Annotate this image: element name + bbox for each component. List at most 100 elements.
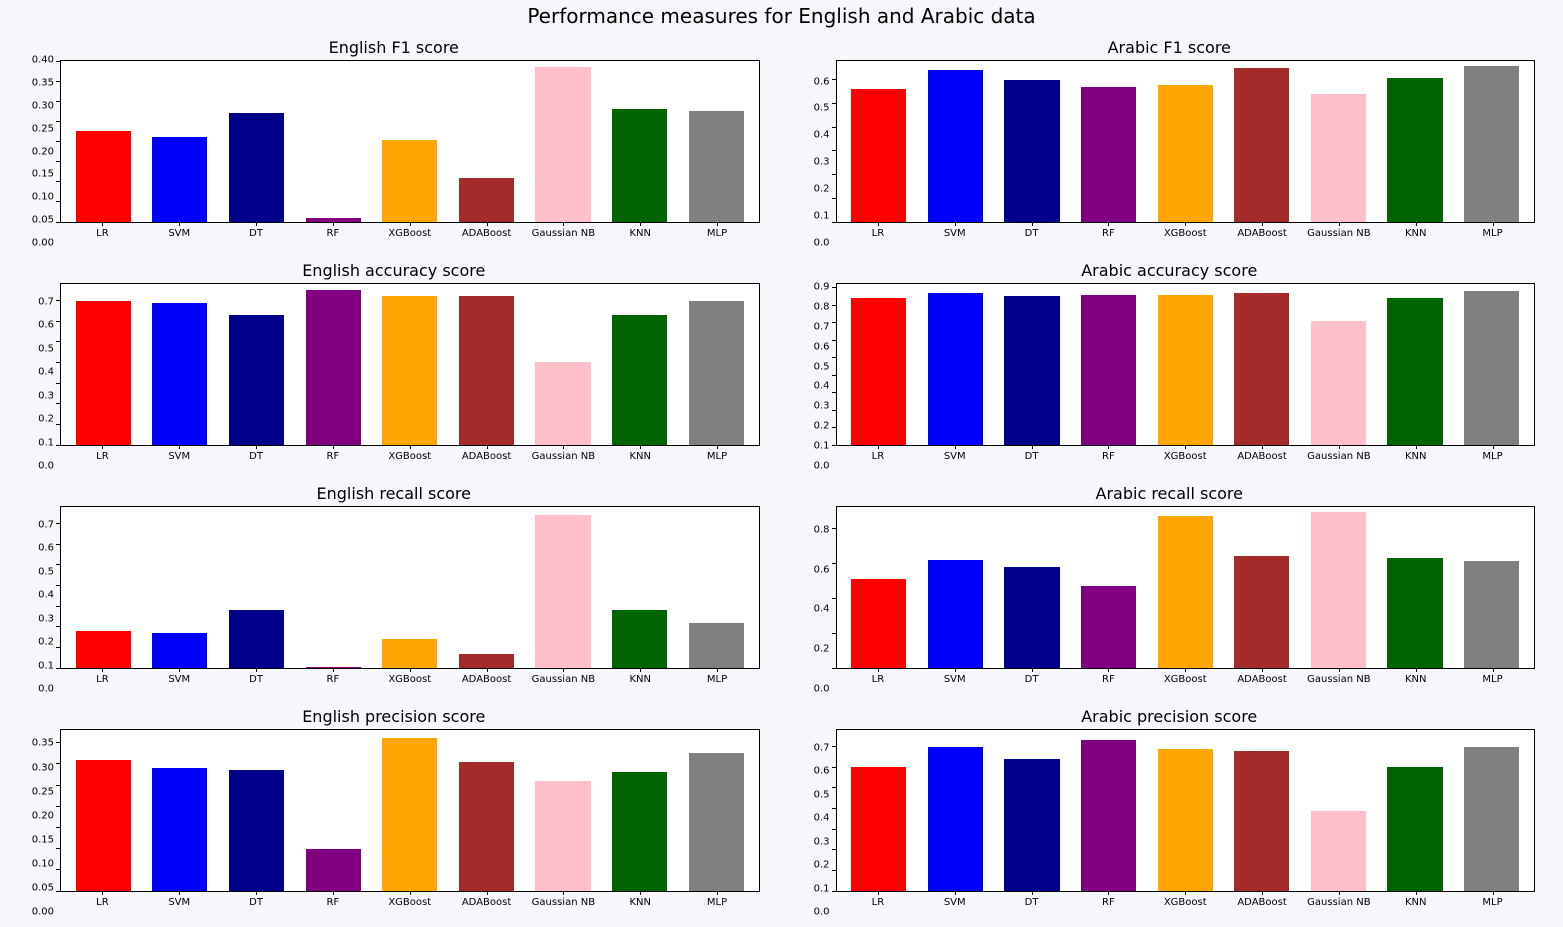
bar-slot bbox=[841, 730, 918, 891]
x-tick-label: KNN bbox=[1377, 669, 1454, 689]
panel-title: Arabic recall score bbox=[804, 484, 1536, 503]
bar-slot bbox=[841, 507, 918, 668]
bar-slot bbox=[65, 507, 142, 668]
y-tick-label: 0.05 bbox=[32, 215, 54, 226]
plot-column: LRSVMDTRFXGBoostADABoostGaussian NBKNNML… bbox=[836, 60, 1536, 243]
x-tick-label: LR bbox=[64, 446, 141, 466]
y-tick-mark bbox=[832, 198, 837, 199]
y-tick-mark bbox=[56, 742, 61, 743]
chart-panel: English F1 score0.000.050.100.150.200.25… bbox=[28, 38, 760, 243]
bar bbox=[306, 849, 361, 891]
x-tick-label: SVM bbox=[141, 223, 218, 243]
bar bbox=[229, 113, 284, 222]
bar bbox=[612, 315, 667, 445]
y-tick-mark bbox=[832, 340, 837, 341]
bar-slot bbox=[1300, 284, 1377, 445]
x-tick-label: RF bbox=[1070, 446, 1147, 466]
plot-area bbox=[60, 283, 760, 446]
y-tick-label: 0.8 bbox=[814, 524, 830, 535]
y-tick-label: 0.0 bbox=[814, 907, 830, 918]
y-tick-mark bbox=[832, 103, 837, 104]
bar-slot bbox=[1453, 507, 1530, 668]
x-tick-label: DT bbox=[993, 892, 1070, 912]
bar bbox=[152, 633, 207, 668]
y-tick-label: 0.00 bbox=[32, 907, 54, 918]
y-tick-label: 0.4 bbox=[38, 367, 54, 378]
bar-slot bbox=[678, 61, 755, 222]
x-tick-label: LR bbox=[64, 669, 141, 689]
x-tick-label: ADABoost bbox=[448, 669, 525, 689]
y-tick-mark bbox=[56, 626, 61, 627]
bar-slot bbox=[371, 284, 448, 445]
x-tick-label: LR bbox=[840, 892, 917, 912]
x-tick-label: LR bbox=[840, 669, 917, 689]
plot-column: LRSVMDTRFXGBoostADABoostGaussian NBKNNML… bbox=[60, 60, 760, 243]
x-tick-label: Gaussian NB bbox=[1300, 446, 1377, 466]
x-axis: LRSVMDTRFXGBoostADABoostGaussian NBKNNML… bbox=[60, 669, 760, 689]
plot-column: LRSVMDTRFXGBoostADABoostGaussian NBKNNML… bbox=[60, 729, 760, 912]
x-tick-label: XGBoost bbox=[1147, 446, 1224, 466]
y-tick-label: 0.5 bbox=[814, 361, 830, 372]
y-tick-mark bbox=[832, 150, 837, 151]
panel-title: English recall score bbox=[28, 484, 760, 503]
y-tick-label: 0.05 bbox=[32, 882, 54, 893]
plot-area bbox=[836, 283, 1536, 446]
x-tick-label: ADABoost bbox=[448, 446, 525, 466]
bar-slot bbox=[525, 61, 602, 222]
bar-slot bbox=[678, 730, 755, 891]
bar bbox=[152, 768, 207, 891]
bar bbox=[689, 111, 744, 222]
x-tick-label: Gaussian NB bbox=[525, 669, 602, 689]
bar bbox=[1387, 558, 1442, 668]
y-tick-mark bbox=[832, 746, 837, 747]
bar-slot bbox=[1224, 61, 1301, 222]
x-tick-label: RF bbox=[1070, 223, 1147, 243]
y-tick-mark bbox=[56, 827, 61, 828]
y-tick-mark bbox=[56, 61, 61, 62]
y-tick-label: 0.25 bbox=[32, 786, 54, 797]
x-tick-label: DT bbox=[218, 669, 295, 689]
y-tick-mark bbox=[56, 81, 61, 82]
y-axis: 0.000.050.100.150.200.250.300.35 bbox=[28, 729, 60, 912]
y-tick-mark bbox=[56, 585, 61, 586]
y-tick-mark bbox=[832, 849, 837, 850]
y-tick-mark bbox=[832, 174, 837, 175]
x-tick-label: XGBoost bbox=[371, 892, 448, 912]
bar-slot bbox=[142, 507, 219, 668]
y-tick-label: 0.1 bbox=[38, 660, 54, 671]
bar-slot bbox=[678, 507, 755, 668]
y-tick-mark bbox=[832, 322, 837, 323]
axes: 0.00.20.40.60.8LRSVMDTRFXGBoostADABoostG… bbox=[804, 506, 1536, 689]
x-tick-label: Gaussian NB bbox=[525, 892, 602, 912]
bar-slot bbox=[1377, 284, 1454, 445]
bar bbox=[1158, 749, 1213, 891]
panel-title: Arabic precision score bbox=[804, 707, 1536, 726]
y-tick-mark bbox=[56, 606, 61, 607]
panel-title: English F1 score bbox=[28, 38, 760, 57]
bar bbox=[689, 623, 744, 668]
y-tick-mark bbox=[832, 808, 837, 809]
bar bbox=[1234, 556, 1289, 668]
bar-slot bbox=[448, 284, 525, 445]
y-tick-label: 0.6 bbox=[38, 543, 54, 554]
x-tick-label: MLP bbox=[1454, 446, 1531, 466]
y-tick-mark bbox=[56, 121, 61, 122]
bar-slot bbox=[1377, 61, 1454, 222]
chart-panel: Arabic F1 score0.00.10.20.30.40.50.6LRSV… bbox=[804, 38, 1536, 243]
bar-slot bbox=[841, 61, 918, 222]
x-tick-label: Gaussian NB bbox=[1300, 669, 1377, 689]
chart-panel: English accuracy score0.00.10.20.30.40.5… bbox=[28, 261, 760, 466]
y-tick-label: 0.10 bbox=[32, 858, 54, 869]
y-tick-label: 0.1 bbox=[814, 883, 830, 894]
axes: 0.000.050.100.150.200.250.300.350.40LRSV… bbox=[28, 60, 760, 243]
y-tick-label: 0.30 bbox=[32, 100, 54, 111]
y-tick-label: 0.35 bbox=[32, 77, 54, 88]
bar bbox=[689, 753, 744, 891]
bar bbox=[459, 178, 514, 222]
bar bbox=[152, 303, 207, 445]
y-tick-mark bbox=[56, 668, 61, 669]
bar-slot bbox=[1070, 507, 1147, 668]
y-tick-mark bbox=[56, 201, 61, 202]
y-tick-label: 0.8 bbox=[814, 301, 830, 312]
y-tick-mark bbox=[832, 633, 837, 634]
